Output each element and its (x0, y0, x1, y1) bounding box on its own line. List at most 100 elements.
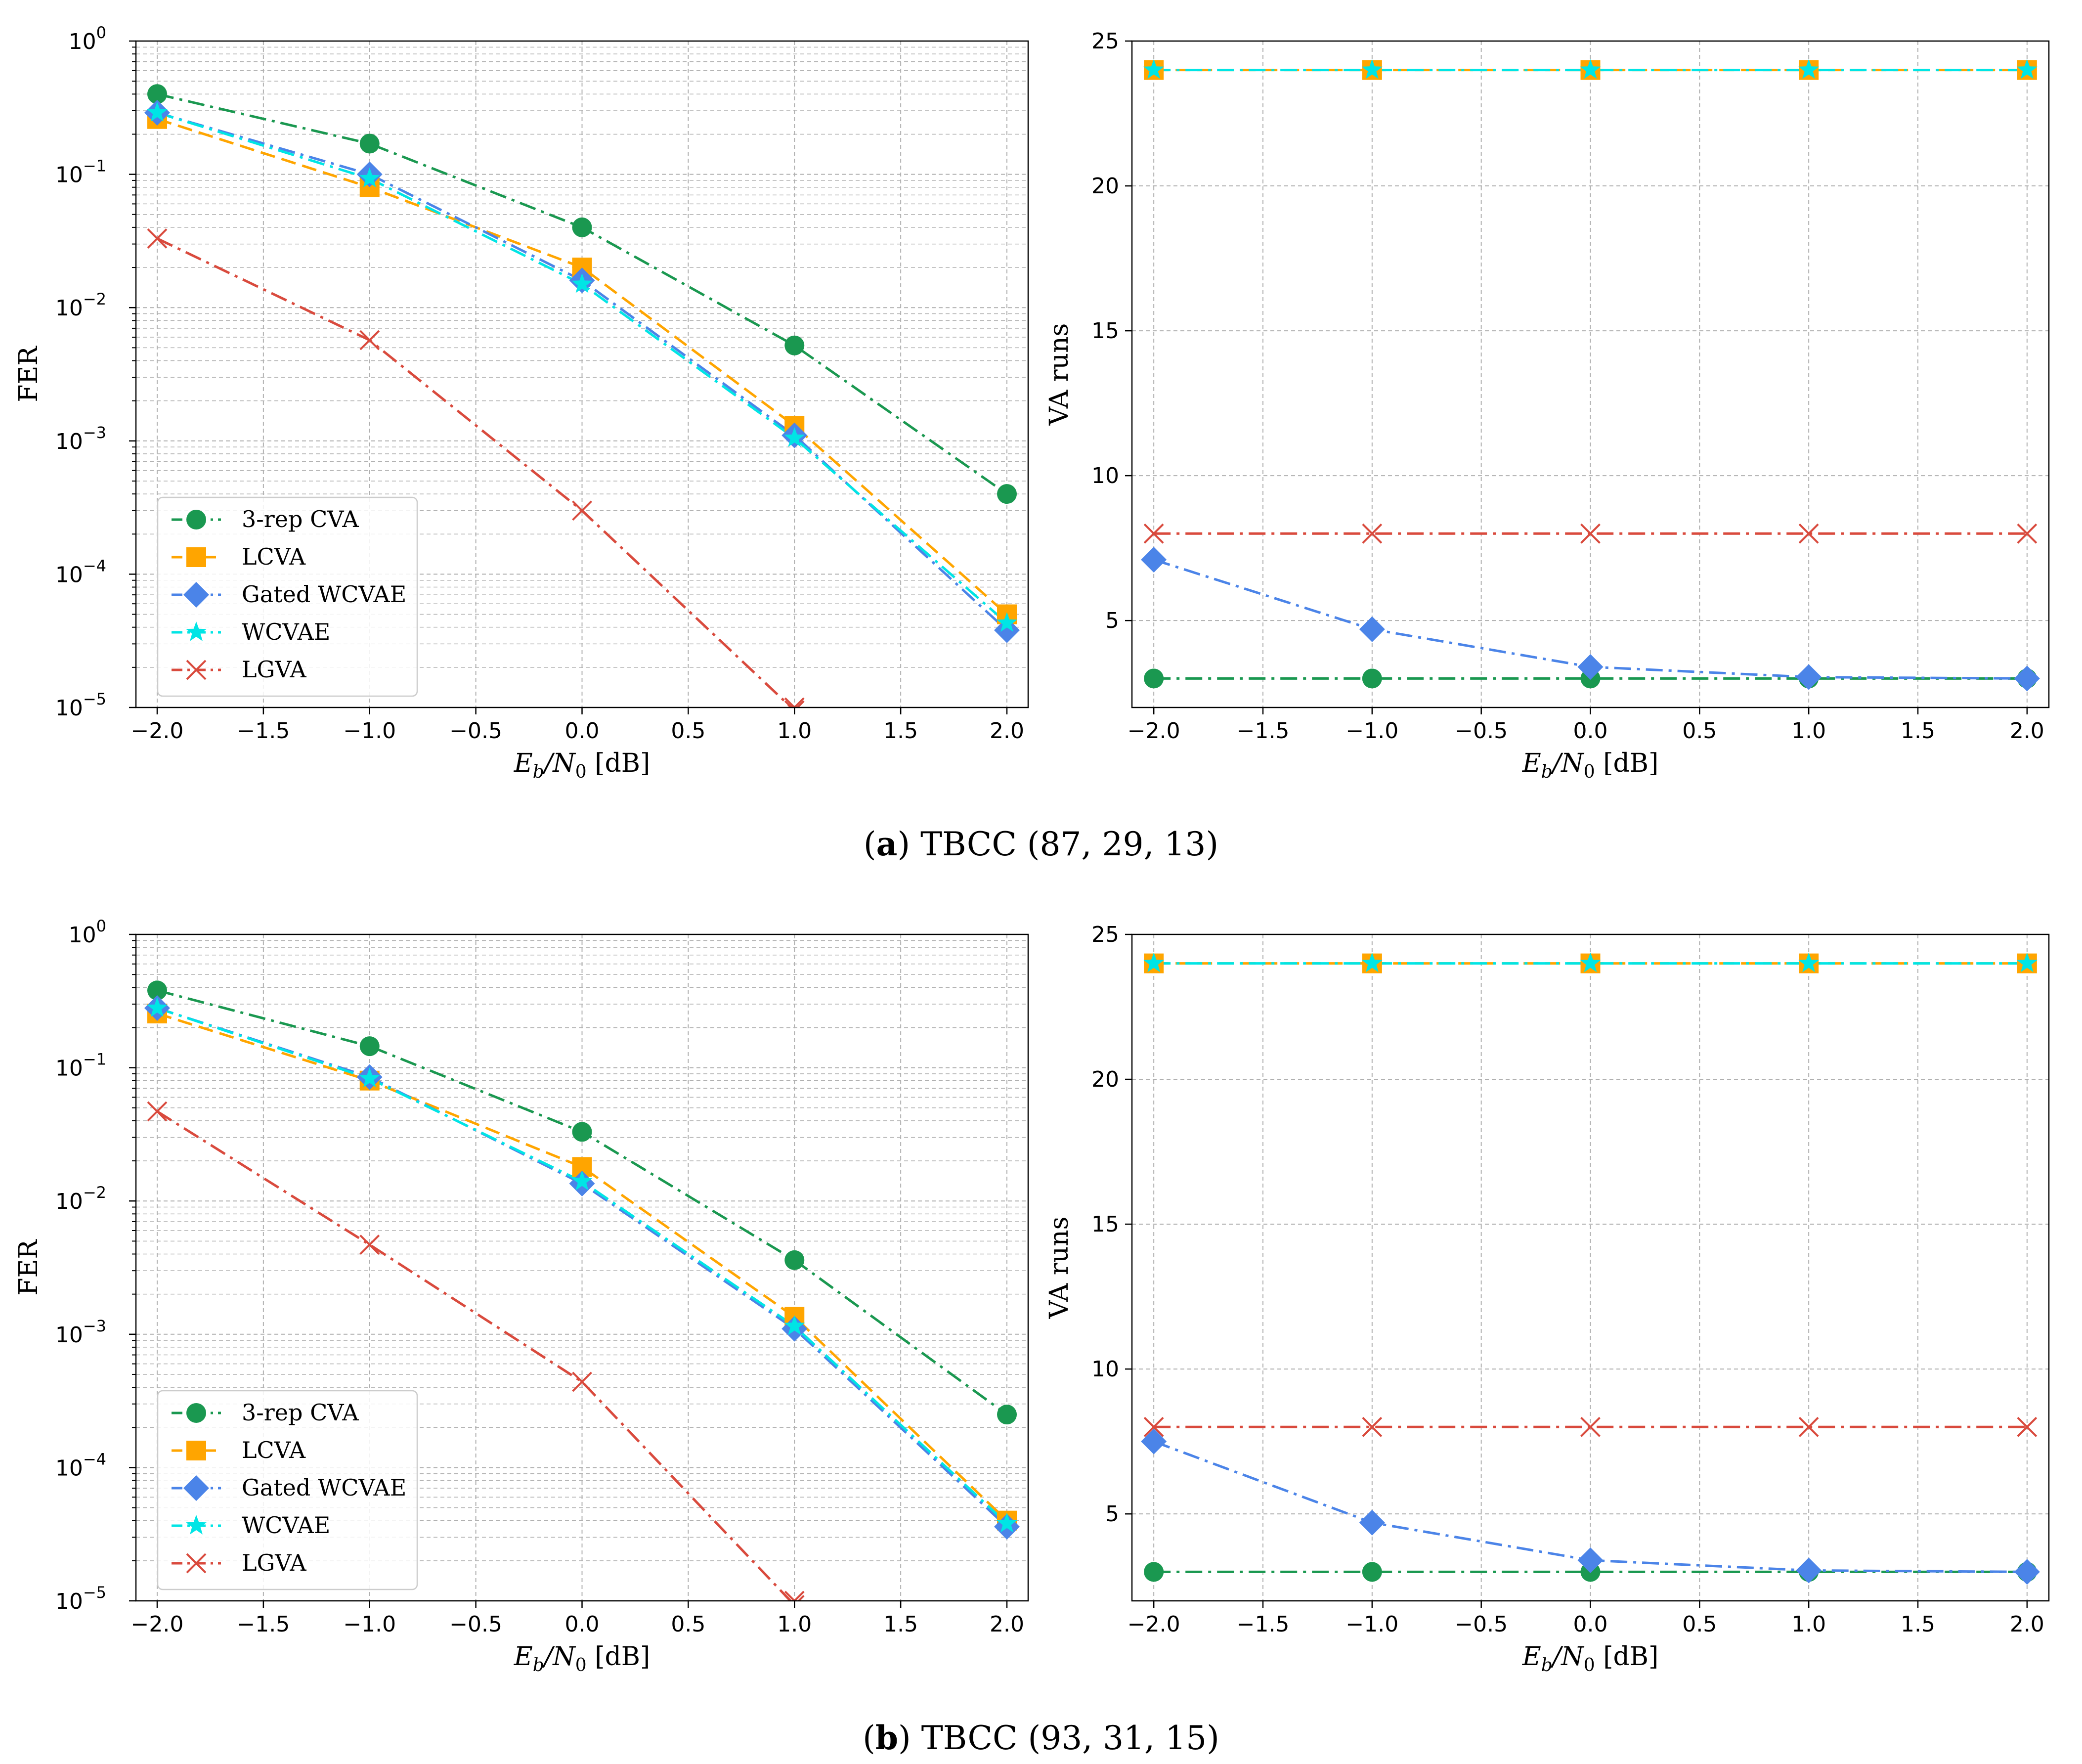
data-point (1580, 1416, 1601, 1437)
data-point (147, 1101, 168, 1122)
y-tick-label: 100 (69, 23, 106, 54)
data-point (359, 1235, 380, 1255)
series-markers-gated-wcvae (1141, 547, 2040, 692)
series-markers-lgva (147, 228, 805, 707)
data-point (1143, 952, 1165, 972)
series-markers-gated-wcvae (1141, 1428, 2040, 1585)
data-point (1798, 952, 1820, 972)
data-point (784, 1595, 805, 1601)
data-point (1141, 547, 1167, 573)
series-markers-wcvae (1143, 952, 2038, 972)
data-point (997, 612, 1017, 632)
x-tick-label: 2.0 (990, 718, 1024, 744)
x-tick-label: −2.0 (131, 1612, 184, 1637)
grid (1132, 41, 2049, 707)
data-point (784, 1590, 805, 1601)
data-point (784, 1250, 805, 1270)
data-point (359, 330, 380, 351)
data-point (2014, 665, 2040, 692)
y-tick-label: 15 (1091, 318, 1119, 344)
y-tick-label: 10−3 (55, 423, 106, 454)
x-tick-label: −0.5 (1455, 718, 1508, 744)
legend-item: WCVAE (172, 618, 330, 645)
x-tick-label: 1.5 (883, 718, 918, 744)
x-tick-label: −1.0 (343, 1612, 396, 1637)
data-point (359, 1036, 380, 1057)
data-point (1580, 59, 1601, 79)
data-point (784, 700, 805, 707)
y-tick-label: 5 (1105, 608, 1119, 633)
data-point (147, 980, 167, 1001)
legend-marker (186, 1441, 206, 1460)
legend-item: LGVA (172, 656, 306, 683)
x-tick-label: 0.0 (565, 718, 600, 744)
data-point (1580, 952, 1601, 972)
series-markers-lgva (1143, 1416, 2038, 1437)
data-point (147, 228, 168, 249)
data-point (784, 697, 805, 707)
plot-area (1141, 952, 2040, 1585)
y-tick-label: 10−5 (55, 1583, 106, 1614)
legend-label: LCVA (242, 1437, 306, 1463)
y-tick-label: 15 (1091, 1212, 1119, 1237)
legend-marker (186, 510, 206, 529)
legend-item: 3-rep CVA (172, 506, 359, 532)
data-point (571, 1170, 593, 1191)
legend-marker (186, 621, 207, 641)
series-markers-lgva (147, 1101, 805, 1601)
data-point (1362, 1416, 1383, 1437)
x-tick-label: 0.0 (1573, 1612, 1608, 1637)
x-tick-label: 1.0 (1791, 1612, 1826, 1637)
data-point (784, 427, 805, 447)
legend-box (157, 1390, 418, 1590)
x-tick-label: 1.0 (777, 1612, 812, 1637)
y-axis-label: VA runs (1044, 1217, 1074, 1320)
caption-b: (b) TBCC (93, 31, 15) (863, 1719, 1219, 1757)
series-markers-3-rep-cva (147, 980, 1017, 1425)
y-axis-label: VA runs (1044, 323, 1074, 426)
y-axis-label: FER (14, 346, 43, 402)
x-tick-label: 1.5 (883, 1612, 918, 1637)
legend-label: WCVAE (242, 1512, 330, 1539)
legend-label: 3-rep CVA (242, 506, 359, 532)
x-tick-label: −1.5 (1237, 1612, 1290, 1637)
data-point (1143, 59, 1165, 79)
data-point (1798, 59, 1820, 79)
legend-item: LCVA (172, 1437, 306, 1463)
x-tick-label: 1.5 (1901, 1612, 1935, 1637)
data-point (571, 273, 593, 293)
y-tick-label: 10−4 (55, 556, 106, 587)
legend-label: WCVAE (242, 618, 330, 645)
legend-marker (186, 660, 207, 680)
legend-item: 3-rep CVA (172, 1399, 359, 1426)
data-point (2016, 59, 2038, 79)
data-point (1144, 1562, 1164, 1582)
series-markers-wcvae (147, 997, 1017, 1533)
data-point (1362, 668, 1382, 689)
plot-area (1141, 59, 2040, 692)
y-tick-label: 10−3 (55, 1317, 106, 1348)
legend-label: Gated WCVAE (242, 1474, 406, 1501)
series-markers-wcvae (1143, 59, 2038, 79)
legend-label: LGVA (242, 656, 306, 683)
caption-a: (a) TBCC (87, 29, 13) (864, 825, 1218, 863)
y-tick-label: 5 (1105, 1501, 1119, 1527)
data-point (1144, 668, 1164, 689)
y-tick-label: 10−2 (55, 1183, 106, 1214)
x-tick-label: 1.0 (777, 718, 812, 744)
x-tick-label: 0.0 (1573, 718, 1608, 744)
data-point (2014, 1559, 2040, 1585)
data-point (1796, 664, 1822, 690)
y-tick-label: 10−1 (55, 1050, 106, 1081)
chart-b-left: −2.0 −1.5 −1.0 −0.5 0.0 0.5 1.0 1.5 2.0 10−5 10−4 1… (14, 917, 1029, 1676)
chart-a-left: −2.0 −1.5 −1.0 −0.5 0.0 0.5 1.0 1.5 2.0 10−5 10−4 1… (14, 23, 1029, 782)
x-tick-label: −1.5 (1237, 718, 1290, 744)
series-line-gated-wcvae (157, 1007, 1008, 1528)
y-tick-label: 20 (1091, 1067, 1119, 1092)
data-point (1362, 523, 1383, 544)
x-tick-label: −1.0 (343, 718, 396, 744)
legend: 3-rep CVA LCVA Gated WCVAE WCVAE LGVA (157, 1390, 418, 1590)
data-point (359, 168, 380, 187)
x-tick-label: 0.5 (1682, 1612, 1717, 1637)
data-point (572, 1122, 592, 1142)
